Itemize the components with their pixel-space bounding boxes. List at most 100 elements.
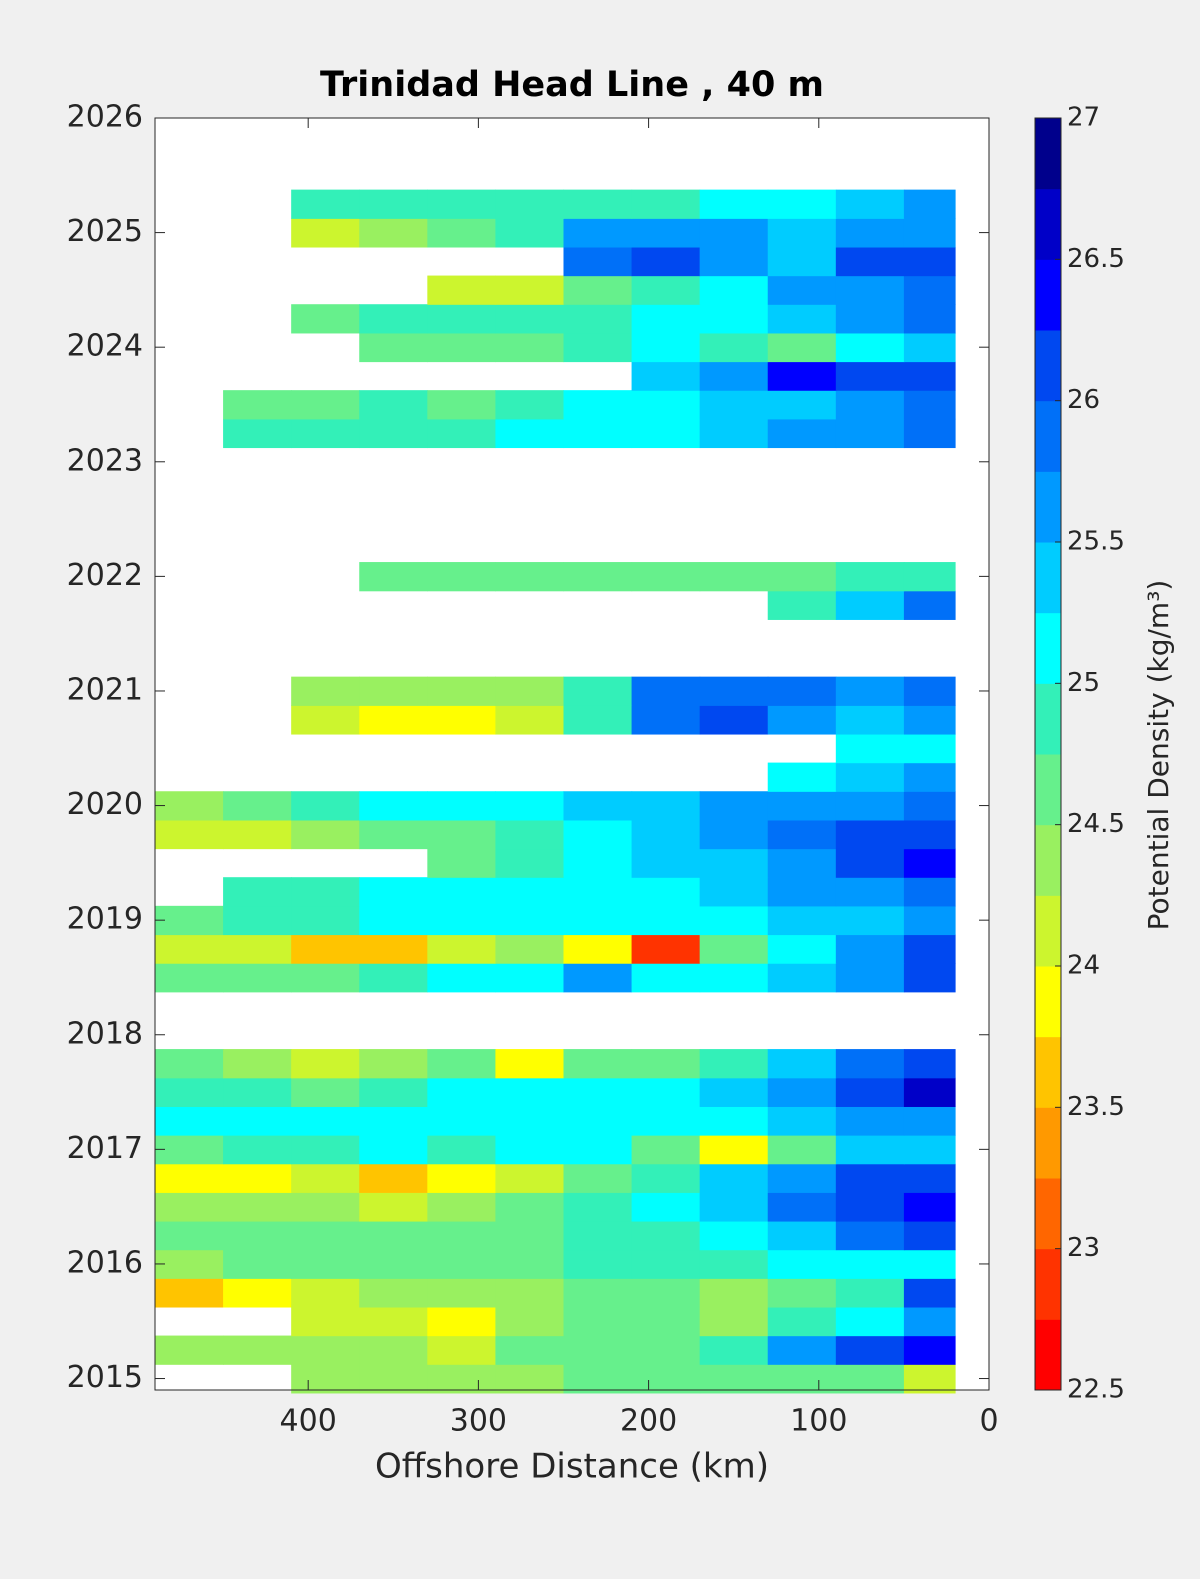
contour-cell <box>699 390 769 420</box>
contour-cell <box>903 934 956 964</box>
contour-cell <box>903 1335 956 1365</box>
colorbar-segment <box>1035 1178 1061 1250</box>
colorbar-segment <box>1035 1036 1061 1108</box>
contour-cell <box>291 791 360 821</box>
contour-cell <box>495 189 565 219</box>
contour-cell <box>699 1077 769 1107</box>
contour-cell <box>903 733 956 764</box>
contour-cell <box>767 819 837 850</box>
contour-cell <box>699 218 769 248</box>
contour-cell <box>291 189 360 219</box>
contour-cell <box>903 1163 956 1193</box>
contour-cell <box>903 1135 956 1165</box>
contour-cell <box>427 218 497 248</box>
contour-cell <box>699 1106 769 1136</box>
contour-cell <box>223 877 292 907</box>
contour-cell <box>767 1335 837 1365</box>
colorbar-segment <box>1035 259 1061 331</box>
contour-cell <box>359 304 428 334</box>
contour-cell <box>359 1335 428 1365</box>
contour-cell <box>495 934 565 964</box>
y-tick-label: 2024 <box>67 329 143 364</box>
contour-cell <box>767 934 837 964</box>
contour-cell <box>767 418 837 449</box>
contour-cell <box>359 332 428 363</box>
contour-cell <box>427 304 497 334</box>
contour-cell <box>631 1077 701 1107</box>
contour-cell <box>223 791 292 821</box>
contour-cell <box>903 590 956 620</box>
contour-cell <box>495 562 565 592</box>
contour-cell <box>291 390 360 420</box>
contour-cell <box>631 963 701 993</box>
contour-cell <box>223 819 292 850</box>
contour-cell <box>631 1220 701 1251</box>
contour-cell <box>835 1364 905 1394</box>
contour-cell <box>699 676 769 706</box>
x-axis-label: Offshore Distance (km) <box>375 1447 769 1487</box>
colorbar-segment <box>1035 612 1061 684</box>
contour-cell <box>903 1049 956 1079</box>
colorbar-box <box>1034 117 1062 1391</box>
contour-cell <box>223 1192 292 1222</box>
contour-cell <box>767 1077 837 1107</box>
contour-cell <box>631 848 701 878</box>
contour-cell <box>563 418 633 449</box>
contour-cell <box>427 791 497 821</box>
contour-cell <box>563 1306 633 1337</box>
contour-cell <box>903 1220 956 1251</box>
contour-cell <box>291 1163 360 1193</box>
contour-cell <box>495 1192 565 1222</box>
contour-cell <box>495 705 565 735</box>
contour-cell <box>767 676 837 706</box>
contour-cell <box>359 791 428 821</box>
y-tick-label: 2017 <box>67 1131 143 1166</box>
axes-box <box>154 117 990 1391</box>
contour-cell <box>427 1192 497 1222</box>
contour-cell <box>155 1220 224 1251</box>
contour-cell <box>631 1192 701 1222</box>
contour-cell <box>903 361 956 391</box>
contour-cell <box>835 1220 905 1251</box>
contour-cell <box>835 1306 905 1337</box>
contour-cell <box>767 963 837 993</box>
colorbar-segment <box>1035 824 1061 896</box>
contour-cell <box>835 246 905 277</box>
contour-cell <box>291 819 360 850</box>
contour-cell <box>699 934 769 964</box>
contour-cell <box>359 562 428 592</box>
contour-cell <box>291 705 360 735</box>
contour-cell <box>835 1106 905 1136</box>
contour-cell <box>427 1220 497 1251</box>
contour-cell <box>495 963 565 993</box>
contour-cell <box>835 791 905 821</box>
contour-cell <box>835 1163 905 1193</box>
colorbar-segment <box>1035 683 1061 755</box>
contour-cell <box>903 1306 956 1337</box>
contour-cell <box>495 819 565 850</box>
contour-cell <box>631 1135 701 1165</box>
contour-cell <box>835 304 905 334</box>
contour-cell <box>903 1364 956 1394</box>
contour-cell <box>427 819 497 850</box>
contour-cell <box>495 1049 565 1079</box>
contour-cell <box>155 1278 224 1308</box>
contour-cell <box>291 304 360 334</box>
contour-cell <box>631 1364 701 1394</box>
contour-cell <box>903 218 956 248</box>
contour-cell <box>291 1335 360 1365</box>
contour-cell <box>223 934 292 964</box>
contour-cell <box>903 304 956 334</box>
contour-cell <box>699 1249 769 1279</box>
contour-cell <box>495 1306 565 1337</box>
contour-cell <box>631 1049 701 1079</box>
contour-cell <box>495 676 565 706</box>
contour-cell <box>223 1163 292 1193</box>
contour-cell <box>563 1106 633 1136</box>
contour-cell <box>767 246 837 277</box>
colorbar-segment <box>1035 754 1061 826</box>
contour-cell <box>427 1106 497 1136</box>
colorbar-tick-label: 25.5 <box>1067 527 1125 557</box>
contour-cell <box>563 1049 633 1079</box>
contour-cell <box>767 848 837 878</box>
